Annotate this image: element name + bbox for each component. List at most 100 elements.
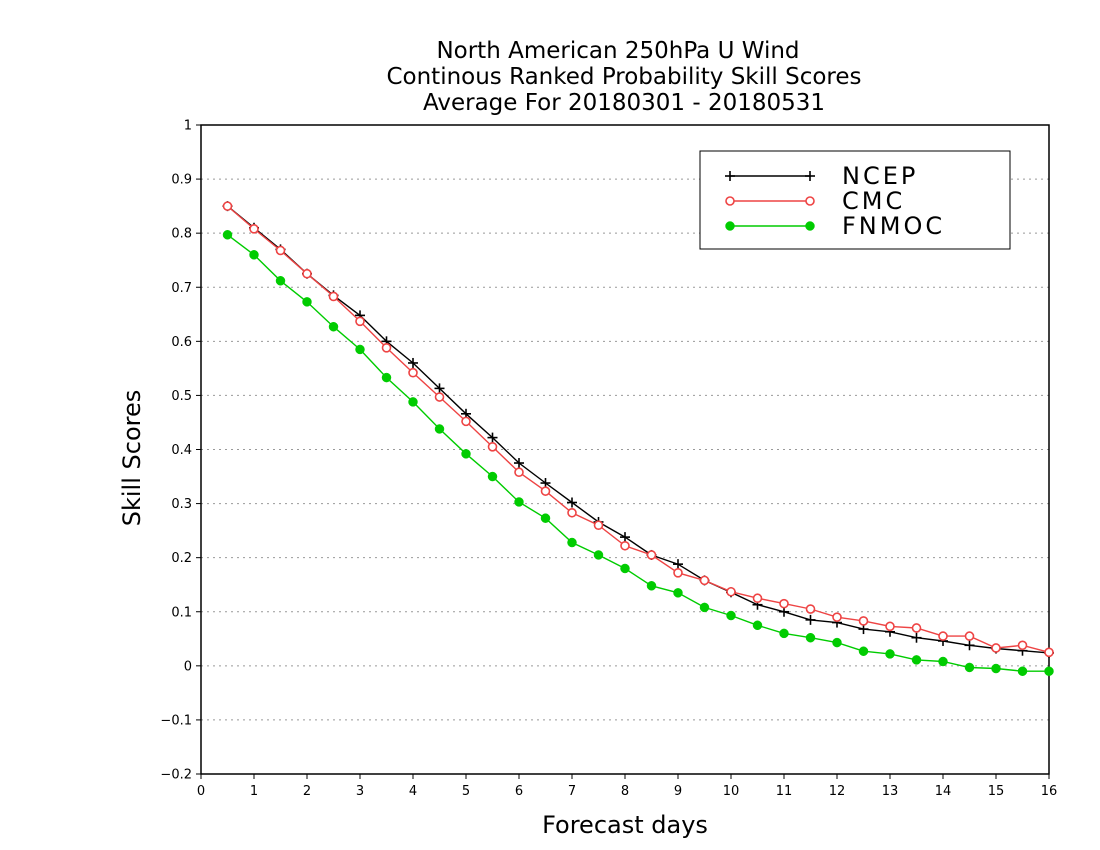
data-point-fnmoc (885, 649, 895, 659)
chart-title: North American 250hPa U Wind Continous R… (386, 38, 861, 116)
data-point-fnmoc (1044, 666, 1054, 676)
title-line-2: Continous Ranked Probability Skill Score… (386, 64, 861, 90)
data-point-fnmoc (222, 230, 233, 240)
y-tick-label: 0 (184, 659, 192, 674)
series-line-cmc (227, 205, 1050, 653)
data-point-cmc (434, 392, 445, 402)
x-tick-label: 8 (621, 784, 629, 799)
data-point-fnmoc (275, 276, 286, 286)
x-tick-label: 16 (1041, 784, 1058, 799)
data-point-ncep (805, 614, 816, 625)
legend-item-cmc: CMC (725, 187, 902, 215)
data-point-fnmoc (832, 637, 842, 648)
data-point-cmc (646, 550, 657, 560)
y-tick-label: 0.1 (171, 605, 192, 620)
series-ncep (222, 201, 1054, 658)
data-point-cmc (726, 586, 736, 597)
x-tick-label: 7 (568, 784, 576, 799)
data-point-fnmoc (858, 646, 869, 656)
data-point-fnmoc (434, 424, 445, 434)
series-line-ncep (227, 205, 1050, 654)
data-point-fnmoc (1017, 666, 1028, 676)
data-point-fnmoc (620, 563, 630, 574)
x-tick-label: 3 (356, 784, 364, 799)
y-tick-label: 0.7 (171, 281, 192, 296)
x-tick-label: 1 (250, 784, 258, 799)
data-point-ncep (567, 497, 577, 508)
y-tick-label: −0.2 (160, 768, 192, 783)
legend-label-ncep: NCEP (842, 162, 918, 190)
data-point-cmc (514, 467, 524, 478)
x-tick-label: 14 (935, 784, 952, 799)
data-point-fnmoc (646, 581, 657, 591)
x-tick-label: 5 (462, 784, 470, 799)
data-point-cmc (1044, 647, 1054, 658)
legend-item-ncep: NCEP (725, 162, 918, 190)
data-point-fnmoc (302, 297, 312, 307)
data-point-cmc (673, 568, 683, 578)
y-tick-label: −0.1 (160, 713, 192, 728)
legend-marker-ncep (805, 171, 815, 181)
data-point-fnmoc (938, 656, 948, 667)
data-point-cmc (487, 441, 498, 452)
data-point-cmc (779, 598, 789, 609)
data-point-ncep (911, 632, 922, 643)
x-tick-label: 13 (882, 784, 899, 799)
data-point-cmc (593, 520, 604, 531)
data-point-fnmoc (408, 397, 418, 407)
x-tick-label: 2 (303, 784, 311, 799)
data-point-cmc (275, 245, 286, 256)
x-tick-label: 12 (829, 784, 846, 799)
y-tick-label: 0.5 (171, 389, 192, 404)
data-point-cmc (832, 612, 842, 622)
series-fnmoc (222, 230, 1054, 676)
y-tick-label: 1 (184, 119, 192, 134)
data-point-fnmoc (779, 628, 789, 639)
data-point-fnmoc (593, 550, 604, 560)
data-point-fnmoc (461, 449, 471, 459)
data-point-cmc (1017, 640, 1028, 651)
data-point-cmc (222, 201, 233, 211)
data-point-fnmoc (567, 537, 577, 548)
data-point-cmc (911, 623, 922, 633)
data-point-cmc (752, 593, 763, 604)
y-tick-label: 0.6 (171, 335, 192, 350)
x-tick-label: 9 (674, 784, 682, 799)
y-tick-label: 0.4 (171, 443, 192, 458)
legend-marker-fnmoc (725, 221, 735, 231)
data-point-ncep (434, 383, 445, 394)
x-tick-label: 15 (988, 784, 1005, 799)
y-tick-label: 0.3 (171, 497, 192, 512)
plot-frame (200, 124, 1050, 775)
data-point-cmc (249, 224, 259, 234)
title-line-3: Average For 20180301 - 20180531 (423, 90, 825, 116)
tick-labels: −0.2−0.100.10.20.30.40.50.60.70.80.910 1 2… (160, 119, 1057, 800)
y-tick-label: 0.9 (171, 173, 192, 188)
data-point-cmc (381, 343, 392, 353)
legend-box (699, 150, 1011, 250)
axis-ticks (196, 124, 1050, 779)
data-point-cmc (805, 604, 816, 614)
x-tick-label: 0 (197, 784, 205, 799)
data-point-ncep (964, 640, 975, 651)
y-tick-label: 0.2 (171, 551, 192, 566)
series-cmc (222, 201, 1054, 658)
x-tick-label: 4 (409, 784, 417, 799)
y-tick-label: 0.8 (171, 227, 192, 242)
data-point-fnmoc (991, 663, 1001, 674)
data-point-cmc (567, 507, 577, 518)
legend-item-fnmoc: FNMOC (725, 212, 945, 240)
x-tick-label: 11 (776, 784, 793, 799)
x-axis-title: Forecast days (542, 811, 708, 839)
data-point-cmc (408, 367, 418, 378)
data-point-ncep (620, 532, 630, 543)
data-point-cmc (938, 631, 948, 641)
data-point-fnmoc (540, 513, 551, 523)
data-point-ncep (673, 559, 683, 570)
data-point-ncep (514, 458, 524, 469)
data-point-ncep (487, 432, 498, 443)
data-point-cmc (540, 486, 551, 496)
legend-label-fnmoc: FNMOC (842, 212, 945, 240)
data-point-fnmoc (726, 610, 736, 621)
